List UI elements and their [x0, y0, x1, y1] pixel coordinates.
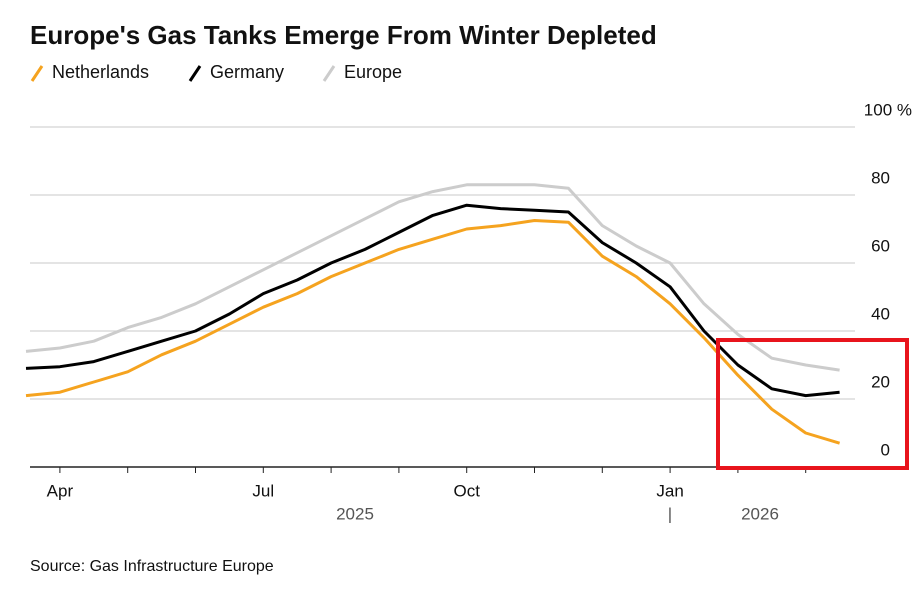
- year-separator: |: [668, 504, 672, 523]
- x-tick-label: Oct: [453, 481, 480, 500]
- legend-swatch: [188, 65, 202, 82]
- y-tick-label: 100 %: [864, 100, 912, 119]
- x-tick-label: Jul: [252, 481, 274, 500]
- highlight-box: [716, 338, 909, 470]
- source: Source: Gas Infrastructure Europe: [30, 558, 274, 575]
- legend-label: Germany: [210, 62, 284, 82]
- legend-label: Netherlands: [52, 62, 149, 82]
- y-tick-label: 40: [871, 304, 890, 323]
- series-line: [25, 183, 840, 372]
- x-tick-label: Apr: [47, 481, 74, 500]
- year-label: 2025: [336, 504, 374, 523]
- x-tick-label: Jan: [656, 481, 683, 500]
- chart-title: Europe's Gas Tanks Emerge From Winter De…: [30, 20, 657, 50]
- legend-label: Europe: [344, 62, 402, 82]
- y-tick-label: 20: [871, 372, 890, 391]
- series-line: [25, 219, 841, 445]
- series-line: [25, 203, 840, 398]
- y-tick-label: 0: [881, 440, 890, 459]
- year-label: 2026: [741, 504, 779, 523]
- y-tick-label: 60: [871, 236, 890, 255]
- legend-swatch: [30, 65, 44, 82]
- legend-swatch: [322, 65, 336, 82]
- y-tick-label: 80: [871, 168, 890, 187]
